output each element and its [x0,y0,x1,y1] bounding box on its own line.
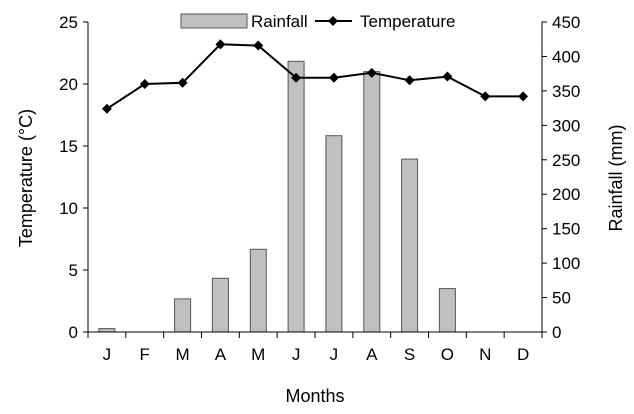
right-tick-label: 100 [552,254,580,273]
temperature-marker [139,79,150,89]
x-tick-label: M [251,345,265,364]
x-tick-label: J [103,345,112,364]
temperature-marker [101,103,112,114]
legend: Rainfall Temperature [180,12,455,31]
left-tick-label: 0 [69,323,78,342]
temperature-marker [366,67,377,78]
x-tick-label: J [330,345,339,364]
x-tick-label: S [404,345,415,364]
rainfall-bar [438,288,456,333]
x-tick-label: F [140,345,150,364]
x-axis-title: Months [285,386,344,406]
right-tick-label: 150 [552,220,580,239]
right-tick-label: 0 [552,323,561,342]
left-tick-label: 5 [69,261,78,280]
x-tick-label: M [175,345,189,364]
temperature-marker [215,39,226,50]
line-layer [101,39,529,114]
bars-layer [98,60,456,333]
rainfall-bar [249,248,267,333]
right-tick-label: 450 [552,13,580,32]
x-tick-label: O [441,345,454,364]
rainfall-bar [98,328,116,333]
legend-temperature-marker [328,16,338,26]
right-tick-label: 350 [552,82,580,101]
x-tick-label: D [517,345,529,364]
legend-rainfall-swatch [180,13,248,29]
rainfall-bar [363,71,381,333]
rainfall-bar [211,277,229,333]
temperature-marker [404,75,415,86]
x-tick-label: N [479,345,491,364]
right-tick-label: 50 [552,289,571,308]
temperature-line [106,43,524,110]
rainfall-bar [174,298,192,333]
left-tick-label: 20 [59,75,78,94]
x-tick-label: J [292,345,301,364]
left-tick-label: 10 [59,199,78,218]
right-tick-label: 250 [552,151,580,170]
temperature-marker [442,71,453,82]
temperature-marker [480,91,491,102]
right-tick-label: 200 [552,185,580,204]
temperature-marker [328,72,339,83]
left-tick-label: 15 [59,137,78,156]
rainfall-bar [325,135,343,333]
x-tick-label: A [366,345,378,364]
rainfall-bar [287,60,305,333]
right-tick-label: 400 [552,47,580,66]
left-axis-title: Temperature (°C) [16,109,36,247]
right-tick-label: 300 [552,116,580,135]
left-tick-label: 25 [59,13,78,32]
rainfall-bar [401,158,419,333]
temperature-marker [518,91,529,102]
legend-temperature-label: Temperature [360,12,455,31]
legend-rainfall-label: Rainfall [251,12,308,31]
temperature-marker [291,72,302,83]
temperature-marker [177,77,188,88]
right-axis-title: Rainfall (mm) [606,124,626,231]
x-tick-label: A [215,345,227,364]
temperature-marker [253,40,264,51]
